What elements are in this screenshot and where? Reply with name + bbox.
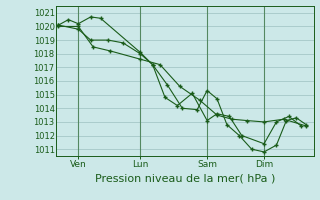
X-axis label: Pression niveau de la mer( hPa ): Pression niveau de la mer( hPa )	[95, 173, 275, 183]
